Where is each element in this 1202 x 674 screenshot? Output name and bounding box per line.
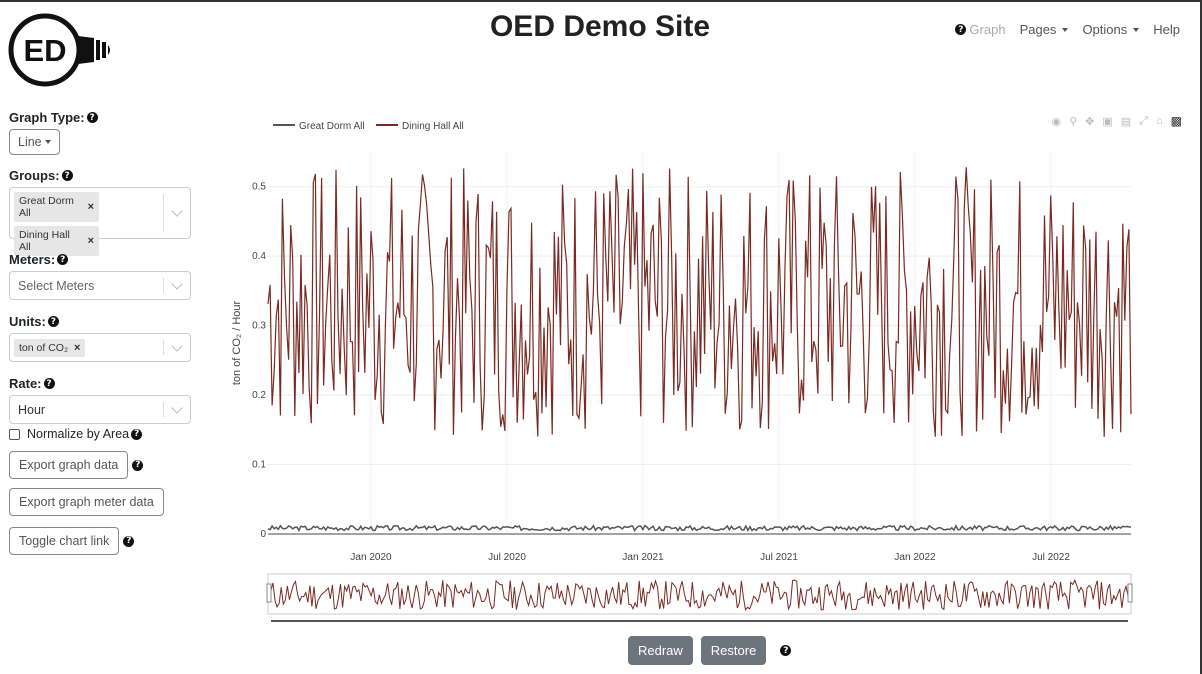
group-chip: Dining Hall All × bbox=[14, 226, 99, 256]
remove-chip-icon[interactable]: × bbox=[74, 341, 81, 354]
rate-label-text: Rate: bbox=[9, 376, 42, 391]
x-tick-label: Jan 2022 bbox=[894, 552, 936, 563]
logo-text: ED bbox=[23, 33, 66, 68]
unit-chip-label: ton of CO₂ bbox=[19, 341, 69, 354]
top-nav: ? Graph Pages Options Help bbox=[953, 22, 1180, 37]
zoom-icon[interactable]: ⚲ bbox=[1069, 115, 1078, 128]
caret-down-icon bbox=[1062, 27, 1069, 32]
toggle-chart-link-button[interactable]: Toggle chart link bbox=[9, 527, 120, 555]
plot-modebar: ◉ ⚲ ✥ ▣ ▤ ⤢ ⌂ ▩ bbox=[1051, 114, 1182, 128]
meters-label-text: Meters: bbox=[9, 252, 56, 267]
nav-help-label: Help bbox=[1153, 22, 1180, 37]
rate-value: Hour bbox=[18, 403, 46, 417]
meters-placeholder: Select Meters bbox=[18, 279, 95, 293]
help-icon[interactable]: ? bbox=[131, 428, 143, 440]
units-label-text: Units: bbox=[9, 314, 46, 329]
help-icon[interactable]: ? bbox=[61, 170, 73, 181]
bottom-buttons: Redraw Restore ? bbox=[628, 636, 792, 665]
meters-label: Meters:? bbox=[9, 252, 191, 267]
x-tick-label: Jul 2020 bbox=[488, 552, 526, 563]
meters-select[interactable]: Select Meters bbox=[9, 271, 191, 300]
range-slider-handle-left bbox=[266, 583, 272, 603]
series-line-dining-hall bbox=[267, 167, 1132, 437]
normalize-row: Normalize by Area? bbox=[9, 427, 191, 441]
help-icon[interactable]: ? bbox=[955, 24, 967, 35]
camera-icon[interactable]: ◉ bbox=[1051, 115, 1062, 128]
y-tick-label: 0.3 bbox=[252, 321, 266, 332]
range-slider-series-dining bbox=[270, 578, 1129, 611]
remove-chip-icon[interactable]: × bbox=[87, 235, 94, 247]
graph-type-dropdown[interactable]: Line bbox=[9, 129, 60, 155]
graph-type-label-text: Graph Type: bbox=[9, 110, 85, 125]
page-title: OED Demo Site bbox=[489, 10, 711, 43]
chevron-down-icon[interactable] bbox=[164, 396, 190, 423]
group-chip-label: Dining Hall All bbox=[19, 229, 70, 253]
chevron-down-icon[interactable] bbox=[164, 272, 190, 299]
rate-label: Rate:? bbox=[9, 376, 191, 391]
help-icon[interactable]: ? bbox=[132, 459, 144, 471]
group-chip-label: Great Dorm All bbox=[19, 195, 74, 219]
y-tick-label: 0.1 bbox=[252, 460, 266, 471]
sidebar: Graph Type:? Line Groups:? Great Dorm Al… bbox=[9, 110, 191, 555]
export-meter-data-button[interactable]: Export graph meter data bbox=[9, 488, 164, 516]
help-icon[interactable]: ? bbox=[780, 645, 792, 656]
x-tick-label: Jan 2021 bbox=[622, 552, 664, 563]
y-tick-label: 0.4 bbox=[252, 251, 266, 262]
line-chart[interactable]: Great Dorm All Dining Hall All 0 0.1 0.2 0.3 0… bbox=[228, 102, 1188, 632]
chevron-down-icon[interactable] bbox=[164, 334, 190, 361]
units-select[interactable]: ton of CO₂ × bbox=[9, 333, 191, 362]
nav-options-dropdown[interactable]: Options bbox=[1082, 22, 1140, 37]
nav-graph[interactable]: ? Graph bbox=[953, 22, 1006, 37]
reset-axes-icon[interactable]: ⌂ bbox=[1156, 115, 1163, 127]
export-graph-data-button[interactable]: Export graph data bbox=[9, 451, 129, 479]
chevron-down-icon[interactable] bbox=[164, 188, 190, 238]
x-tick-label: Jul 2021 bbox=[760, 552, 798, 563]
redraw-button[interactable]: Redraw bbox=[628, 636, 693, 665]
graph-type-value: Line bbox=[18, 135, 42, 149]
groups-label-text: Groups: bbox=[9, 168, 60, 183]
nav-pages-label: Pages bbox=[1019, 22, 1057, 37]
caret-down-icon bbox=[44, 140, 51, 144]
series-line-great-dorm bbox=[267, 524, 1132, 532]
zoom-out-icon[interactable]: ▤ bbox=[1120, 115, 1132, 128]
normalize-label: Normalize by Area bbox=[27, 427, 130, 441]
help-icon[interactable]: ? bbox=[57, 254, 69, 265]
graph-type-label: Graph Type:? bbox=[9, 110, 191, 125]
group-chip: Great Dorm All × bbox=[14, 192, 99, 222]
chart-container: ◉ ⚲ ✥ ▣ ▤ ⤢ ⌂ ▩ Great Dorm All Dining Hal… bbox=[228, 102, 1188, 632]
normalize-checkbox[interactable] bbox=[9, 428, 20, 440]
groups-select[interactable]: Great Dorm All × Dining Hall All × bbox=[9, 187, 191, 256]
groups-label: Groups:? bbox=[9, 168, 191, 183]
range-slider-handle-right bbox=[1127, 583, 1133, 603]
rate-select[interactable]: Hour bbox=[9, 395, 191, 424]
oed-logo: ED bbox=[8, 13, 110, 87]
y-tick-label: 0 bbox=[260, 529, 266, 540]
unit-chip: ton of CO₂ × bbox=[14, 338, 86, 357]
nav-pages-dropdown[interactable]: Pages bbox=[1020, 22, 1069, 37]
help-icon[interactable]: ? bbox=[86, 112, 98, 123]
restore-button[interactable]: Restore bbox=[700, 636, 767, 665]
help-icon[interactable]: ? bbox=[47, 316, 59, 327]
nav-graph-label: Graph bbox=[969, 22, 1006, 37]
help-icon[interactable]: ? bbox=[123, 535, 135, 547]
caret-down-icon bbox=[1133, 27, 1140, 32]
pan-icon[interactable]: ✥ bbox=[1085, 115, 1095, 128]
range-slider bbox=[267, 573, 1132, 615]
y-axis-label: ton of CO₂ / Hour bbox=[231, 300, 243, 385]
help-icon[interactable]: ? bbox=[43, 378, 55, 389]
x-tick-label: Jan 2020 bbox=[350, 552, 392, 563]
x-tick-label: Jul 2022 bbox=[1032, 552, 1070, 563]
autoscale-icon[interactable]: ⤢ bbox=[1139, 114, 1148, 127]
remove-chip-icon[interactable]: × bbox=[87, 201, 94, 213]
plotly-logo-icon: ▩ bbox=[1170, 114, 1182, 128]
legend-label: Great Dorm All bbox=[299, 121, 365, 132]
nav-options-label: Options bbox=[1082, 22, 1128, 37]
y-tick-label: 0.5 bbox=[252, 182, 266, 193]
y-tick-label: 0.2 bbox=[252, 390, 266, 401]
units-label: Units:? bbox=[9, 314, 191, 329]
nav-help[interactable]: Help bbox=[1153, 22, 1180, 37]
zoom-in-icon[interactable]: ▣ bbox=[1102, 115, 1113, 128]
legend-label: Dining Hall All bbox=[402, 121, 464, 132]
